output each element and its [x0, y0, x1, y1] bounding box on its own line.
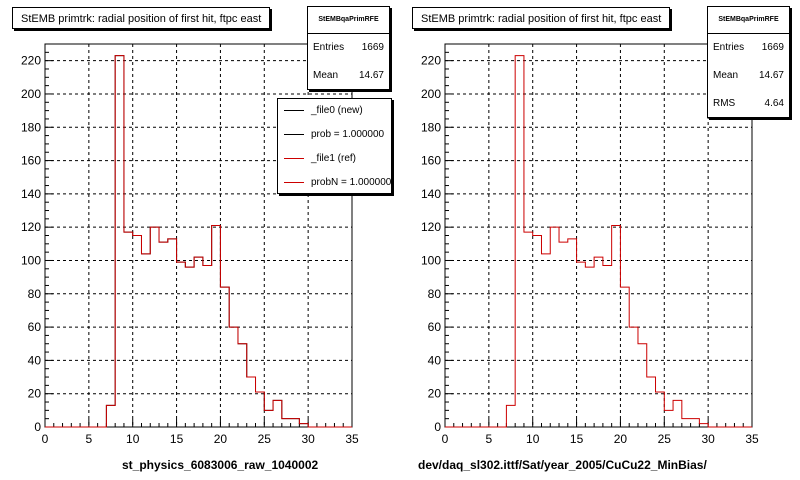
left-x-tick-label: 0: [42, 432, 49, 446]
legend-label-new: _file0 (new): [311, 105, 363, 116]
left-chart-title: StEMB primtrk: radial position of first …: [12, 7, 271, 29]
right-y-tick-label: 200: [421, 87, 441, 101]
left-y-tick-label: 20: [28, 387, 42, 401]
left-y-tick-label: 140: [21, 187, 41, 201]
left-entries-value: 1669: [361, 42, 384, 53]
left-x-tick-label: 15: [170, 432, 184, 446]
left-y-tick-label: 100: [21, 253, 41, 267]
legend-swatch-probn: [284, 182, 304, 183]
right-x-tick-label: 30: [701, 432, 715, 446]
left-x-tick-label: 25: [258, 432, 272, 446]
right-rms-label: RMS: [713, 98, 736, 109]
right-y-tick-label: 120: [421, 220, 441, 234]
right-entries-value: 1669: [761, 42, 784, 53]
left-x-axis-title: st_physics_6083006_raw_1040002: [122, 458, 319, 472]
right-series-0-histogram-line: [445, 55, 752, 428]
right-chart-title: StEMB primtrk: radial position of first …: [412, 7, 671, 29]
right-x-tick-label: 35: [745, 432, 759, 446]
right-y-tick-label: 40: [428, 353, 442, 367]
left-y-tick-label: 80: [28, 287, 42, 301]
left-y-tick-label: 60: [28, 320, 42, 334]
legend-swatch-ref: [284, 158, 304, 159]
right-y-tick-label: 220: [421, 54, 441, 68]
legend-item-prob: prob = 1.000000: [278, 123, 391, 147]
left-y-tick-label: 200: [21, 87, 41, 101]
right-y-tick-label: 100: [421, 253, 441, 267]
left-x-tick-label: 30: [301, 432, 315, 446]
right-y-tick-label: 140: [421, 187, 441, 201]
left-x-tick-label: 35: [345, 432, 359, 446]
legend-item-probn: probN = 1.000000: [278, 171, 392, 193]
right-stats-rms-row: RMS 4.64: [708, 90, 789, 118]
right-x-tick-label: 0: [442, 432, 449, 446]
legend-label-ref: _file1 (ref): [311, 153, 357, 164]
left-mean-value: 14.67: [358, 70, 384, 81]
left-y-tick-label: 160: [21, 154, 41, 168]
left-y-tick-label: 180: [21, 120, 41, 134]
right-x-tick-label: 15: [570, 432, 584, 446]
right-panel: 0 5 10 15 20 25 30 35 0 20 40 60 80 100 120 140 160 180 20…: [400, 0, 800, 480]
right-plot-frame: [444, 43, 753, 428]
right-histogram-plot: 0 5 10 15 20 25 30 35 0 20 40 60 80 100 120 140 160 180 20…: [421, 43, 759, 446]
left-stats-box: StEMBqaPrimRFE Entries 1669 Mean 14.67: [307, 6, 390, 90]
right-y-tick-label: 20: [428, 387, 442, 401]
right-x-axis-title: dev/daq_sl302.ittf/Sat/year_2005/CuCu22_…: [418, 458, 707, 472]
left-histogram-plot: 0 5 10 15 20 25 30 35 0 20 40 60 80 100 120 140 160 180 20…: [21, 43, 359, 446]
legend-label-prob: prob = 1.000000: [311, 129, 385, 140]
legend-item-new: _file0 (new): [278, 99, 391, 123]
right-y-tick-label: 60: [428, 320, 442, 334]
right-y-tick-label: 180: [421, 120, 441, 134]
right-stats-box: StEMBqaPrimRFE Entries 1669 Mean 14.67 R…: [707, 6, 790, 118]
right-stats-mean-row: Mean 14.67: [708, 62, 789, 90]
right-mean-label: Mean: [713, 70, 739, 81]
left-legend: _file0 (new) prob = 1.000000 _file1 (ref…: [277, 98, 392, 194]
left-stats-entries-row: Entries 1669: [308, 34, 389, 62]
right-x-tick-label: 25: [658, 432, 672, 446]
right-x-tick-label: 10: [526, 432, 540, 446]
left-x-tick-label: 10: [126, 432, 140, 446]
left-y-tick-label: 220: [21, 54, 41, 68]
left-stats-mean-row: Mean 14.67: [308, 62, 389, 90]
right-entries-label: Entries: [713, 42, 745, 53]
left-x-tick-label: 5: [86, 432, 93, 446]
left-mean-label: Mean: [313, 70, 339, 81]
legend-swatch-new: [284, 110, 304, 111]
left-series-1-histogram-line: [45, 55, 352, 428]
right-stats-entries-row: Entries 1669: [708, 34, 789, 62]
left-x-tick-label: 20: [214, 432, 228, 446]
legend-swatch-prob: [284, 134, 304, 135]
legend-item-ref: _file1 (ref): [278, 147, 391, 171]
legend-label-probn: probN = 1.000000: [311, 177, 392, 188]
right-stats-header: StEMBqaPrimRFE: [708, 7, 789, 34]
right-x-tick-label: 20: [614, 432, 628, 446]
left-panel: 0 5 10 15 20 25 30 35 0 20 40 60 80 100 120 140 160 180 20…: [12, 6, 392, 472]
left-y-tick-label: 120: [21, 220, 41, 234]
right-mean-value: 14.67: [758, 70, 784, 81]
left-entries-label: Entries: [313, 42, 345, 53]
right-rms-value: 4.64: [764, 98, 784, 109]
left-stats-header: StEMBqaPrimRFE: [308, 7, 389, 34]
right-x-tick-label: 5: [486, 432, 493, 446]
left-y-tick-label: 0: [34, 420, 41, 434]
left-y-tick-label: 40: [28, 353, 42, 367]
right-y-tick-label: 160: [421, 154, 441, 168]
right-y-tick-label: 0: [434, 420, 441, 434]
right-y-tick-label: 80: [428, 287, 442, 301]
